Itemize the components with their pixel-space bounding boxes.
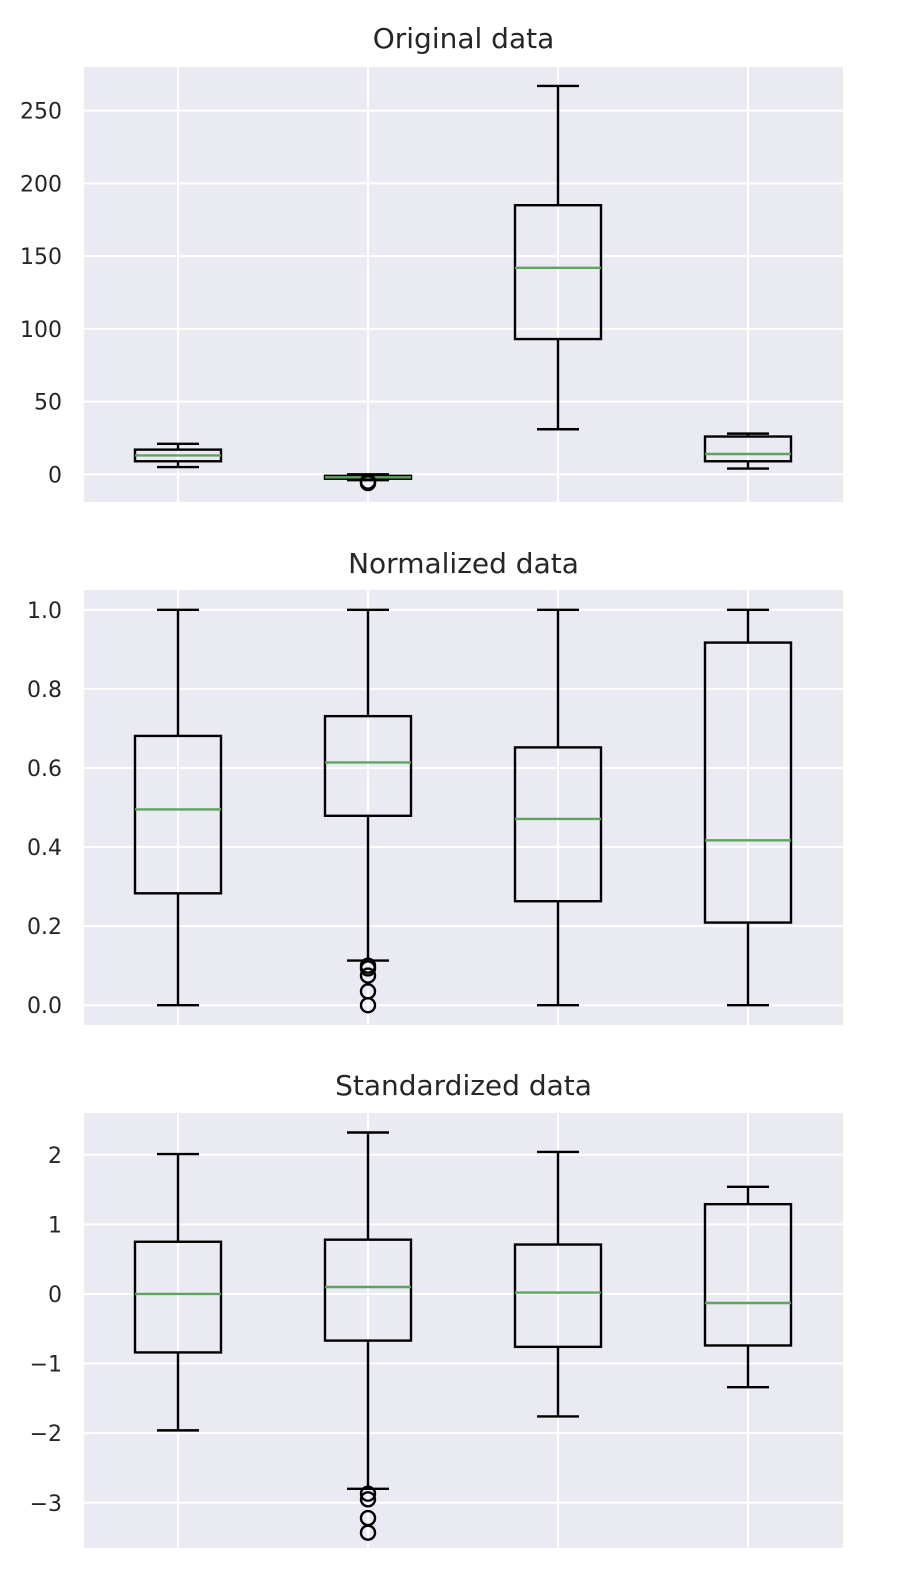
y-tick-label: 250 xyxy=(20,100,62,125)
box-iqr xyxy=(133,1240,223,1354)
y-tick-label: −2 xyxy=(30,1422,62,1447)
plot-area-1 xyxy=(84,67,843,502)
box-iqr xyxy=(513,204,603,341)
y-tick-label: 50 xyxy=(34,391,62,416)
outlier-point xyxy=(359,997,377,1014)
outlier-point xyxy=(359,967,377,984)
box-iqr xyxy=(133,734,223,895)
y-tick-label: 1 xyxy=(48,1213,62,1238)
y-tick-label: 0.4 xyxy=(27,836,62,861)
box-iqr xyxy=(513,746,603,903)
chart-title: Original data xyxy=(373,22,555,55)
y-tick-label: 0 xyxy=(48,1283,62,1308)
outlier-point xyxy=(359,960,377,977)
y-tick-label: 1.0 xyxy=(27,599,62,624)
box-iqr xyxy=(513,1243,603,1349)
y-tick-label: 0 xyxy=(48,463,62,488)
y-tick-label: 2 xyxy=(48,1144,62,1169)
box-iqr xyxy=(323,1238,413,1342)
y-tick-label: −3 xyxy=(30,1492,62,1517)
outlier-point xyxy=(359,1491,377,1508)
chart-title: Normalized data xyxy=(348,547,579,580)
y-tick-label: 100 xyxy=(20,318,62,343)
box-iqr xyxy=(703,435,793,463)
outlier-point xyxy=(359,1524,377,1541)
chart-title: Standardized data xyxy=(335,1069,592,1102)
y-tick-label: 0.8 xyxy=(27,678,62,703)
outlier-point xyxy=(359,474,377,492)
box-iqr xyxy=(703,641,793,924)
box-iqr xyxy=(703,1202,793,1347)
y-tick-label: 0.6 xyxy=(27,757,62,782)
outlier-point xyxy=(359,1485,377,1502)
y-tick-label: 0.0 xyxy=(27,994,62,1019)
y-tick-label: 150 xyxy=(20,245,62,270)
box-iqr xyxy=(323,714,413,818)
y-tick-label: 0.2 xyxy=(27,915,62,940)
plot-area-3 xyxy=(84,1113,843,1548)
y-tick-label: 200 xyxy=(20,172,62,197)
plot-area-2 xyxy=(84,590,843,1025)
y-tick-label: −1 xyxy=(30,1353,62,1378)
